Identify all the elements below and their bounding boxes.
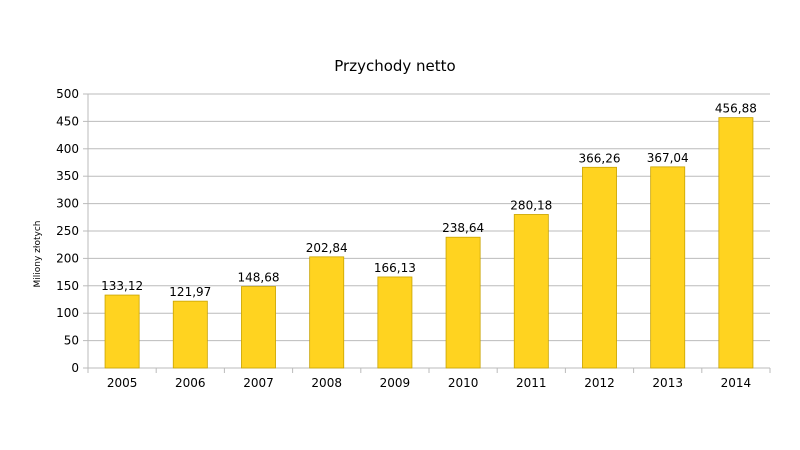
data-label: 366,26 <box>579 151 621 165</box>
bar-2006 <box>172 300 208 369</box>
y-tick-label: 50 <box>64 334 79 348</box>
bar-2014 <box>718 117 754 369</box>
x-tick-label: 2011 <box>516 376 547 390</box>
data-label: 166,13 <box>374 261 416 275</box>
x-tick-label: 2010 <box>448 376 479 390</box>
y-tick-label: 350 <box>56 169 79 183</box>
data-label: 238,64 <box>442 221 484 235</box>
y-tick-labels: 0 50 100 150 200 250 300 350 400 450 500 <box>56 87 79 375</box>
y-tick-label: 150 <box>56 279 79 293</box>
data-label: 456,88 <box>715 102 757 116</box>
x-tick-label: 2008 <box>311 376 342 390</box>
data-labels: 133,12 121,97 148,68 202,84 166,13 238,64 280,… <box>101 102 757 300</box>
x-tick-label: 2013 <box>652 376 683 390</box>
data-label: 280,18 <box>510 198 552 212</box>
x-tick-labels: 2005 2006 2007 2008 2009 2010 2011 2012 2013 2014 <box>107 376 751 390</box>
bar-2008 <box>309 256 345 369</box>
y-tick-label: 400 <box>56 142 79 156</box>
y-tick-label: 200 <box>56 251 79 265</box>
chart-title: Przychody netto <box>334 57 455 75</box>
y-tick-label: 250 <box>56 224 79 238</box>
bar-2013 <box>650 166 686 369</box>
x-tick-label: 2006 <box>175 376 206 390</box>
x-tick-label: 2007 <box>243 376 274 390</box>
x-tick-label: 2014 <box>721 376 752 390</box>
y-tick-label: 0 <box>71 361 79 375</box>
bars <box>104 117 754 369</box>
y-axis-label: Miliony złotych <box>33 221 43 288</box>
y-tick-label: 300 <box>56 197 79 211</box>
x-tick-label: 2009 <box>380 376 411 390</box>
data-label: 121,97 <box>169 285 211 299</box>
bar-2011 <box>513 214 549 369</box>
data-label: 202,84 <box>306 241 348 255</box>
bar-2010 <box>445 236 481 369</box>
bar-2007 <box>241 286 276 369</box>
bar-2009 <box>377 276 413 369</box>
x-tick-label: 2005 <box>107 376 138 390</box>
data-label: 133,12 <box>101 279 143 293</box>
y-tick-label: 100 <box>56 306 79 320</box>
bar-2012 <box>582 166 617 369</box>
data-label: 367,04 <box>647 151 689 165</box>
bar-2005 <box>104 294 140 369</box>
data-label: 148,68 <box>238 271 280 285</box>
y-tick-label: 450 <box>56 114 79 128</box>
x-tick-label: 2012 <box>584 376 615 390</box>
y-tick-label: 500 <box>56 87 79 101</box>
